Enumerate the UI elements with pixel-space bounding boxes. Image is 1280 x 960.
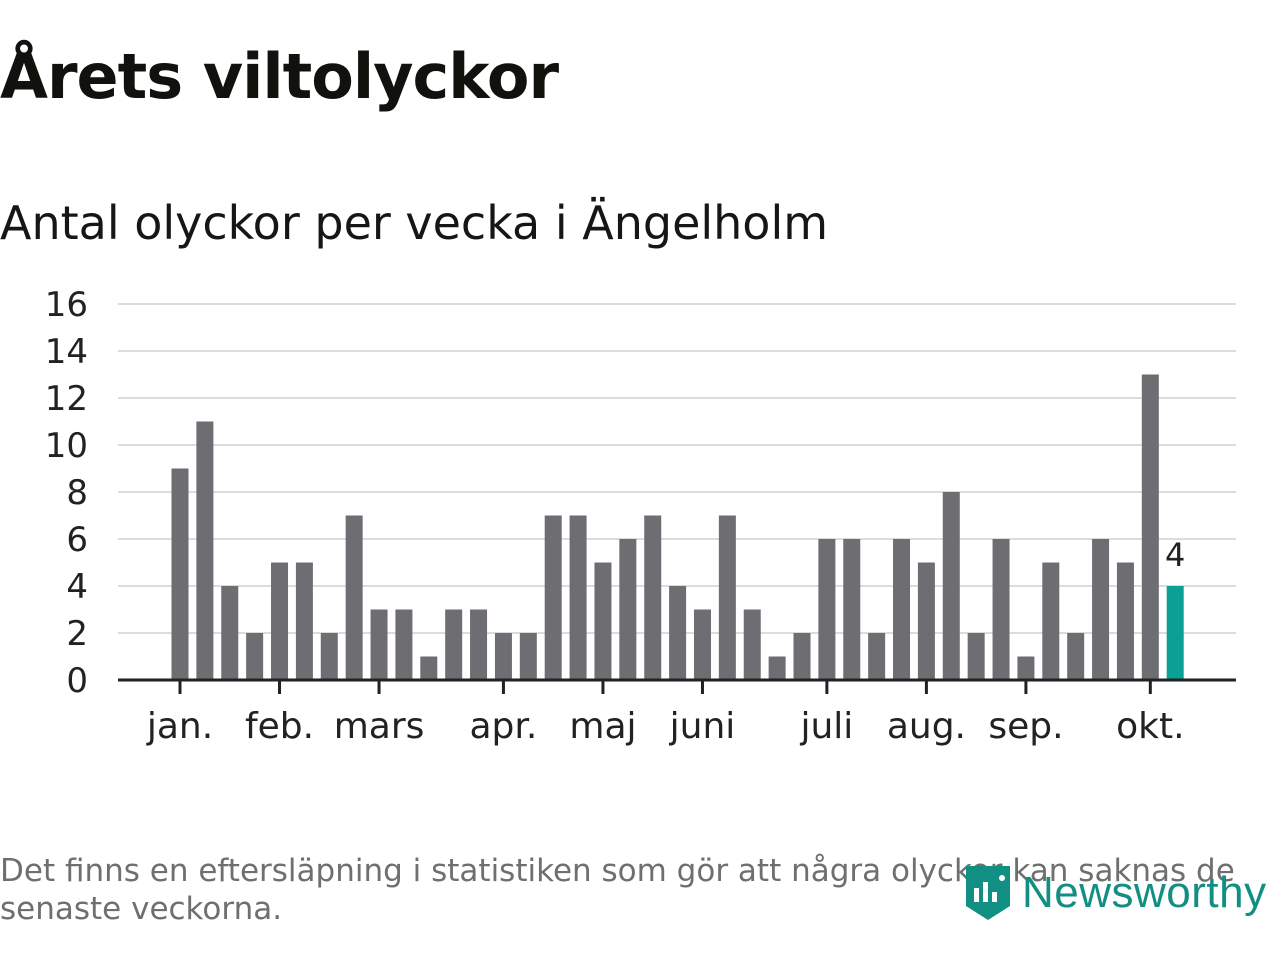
bar — [594, 562, 612, 680]
highlight-data-label: 4 — [1165, 536, 1185, 574]
y-axis-ticks: 0 2 4 6 8 10 12 14 16 — [45, 285, 88, 701]
bar — [843, 539, 861, 680]
bar — [171, 468, 189, 680]
bar — [544, 515, 562, 680]
bar — [494, 633, 512, 680]
bar — [644, 515, 662, 680]
bar — [1116, 562, 1134, 680]
bar — [370, 609, 388, 680]
y-tick-label: 12 — [45, 379, 88, 419]
bar — [619, 539, 637, 680]
y-tick-label: 14 — [45, 332, 88, 372]
bar — [893, 539, 911, 680]
data-labels: 4 — [1165, 536, 1185, 574]
y-tick-label: 8 — [66, 473, 88, 513]
x-tick-label: apr. — [470, 706, 538, 747]
bar — [569, 515, 587, 680]
x-tick-label: maj — [569, 706, 636, 747]
bar — [693, 609, 711, 680]
bar — [1092, 539, 1110, 680]
bar — [917, 562, 935, 680]
chart-title: Årets viltolyckor — [0, 40, 559, 113]
chart-subtitle: Antal olyckor per vecka i Ängelholm — [0, 196, 829, 250]
bar — [295, 562, 313, 680]
bar — [395, 609, 413, 680]
x-tick-label: aug. — [887, 706, 966, 747]
y-tick-label: 0 — [66, 661, 88, 701]
bar — [470, 609, 488, 680]
x-tick-label: okt. — [1116, 706, 1184, 747]
bar — [1042, 562, 1060, 680]
bars — [171, 374, 1184, 680]
newsworthy-icon — [966, 866, 1010, 920]
x-axis: jan. feb. mars apr. maj juni juli aug. sep. okt. — [118, 678, 1236, 747]
bar — [445, 609, 463, 680]
bar — [1166, 586, 1184, 680]
x-tick-label: juli — [799, 706, 853, 747]
bar — [743, 609, 761, 680]
bar — [818, 539, 836, 680]
bar — [1141, 374, 1159, 680]
gridlines — [118, 303, 1236, 634]
bar — [221, 586, 239, 680]
bar — [942, 492, 960, 680]
y-tick-label: 2 — [66, 614, 88, 654]
bar-chart: 0 2 4 6 8 10 12 14 16 jan. feb. mars apr. maj juni jul… — [45, 285, 1236, 747]
bar — [992, 539, 1010, 680]
y-tick-label: 4 — [66, 567, 88, 607]
bar — [967, 633, 985, 680]
bar — [320, 633, 338, 680]
bar — [1017, 656, 1035, 680]
bar — [246, 633, 264, 680]
brand-name: Newsworthy — [1022, 868, 1267, 917]
bar — [768, 656, 786, 680]
x-tick-label: jan. — [146, 706, 213, 747]
bar — [420, 656, 438, 680]
bar — [868, 633, 886, 680]
bar — [196, 421, 214, 680]
x-tick-label: juni — [669, 706, 736, 747]
y-tick-label: 16 — [45, 285, 88, 325]
x-tick-label: sep. — [988, 706, 1063, 747]
bar — [669, 586, 687, 680]
x-tick-label: feb. — [245, 706, 314, 747]
bar — [718, 515, 736, 680]
y-tick-label: 6 — [66, 520, 88, 560]
bar — [345, 515, 363, 680]
footnote: Det finns en eftersläpning i statistiken… — [0, 853, 1235, 927]
newsworthy-logo[interactable]: Newsworthy — [962, 862, 1267, 924]
x-tick-label: mars — [334, 706, 425, 747]
bar — [271, 562, 289, 680]
y-tick-label: 10 — [45, 426, 88, 466]
bar — [1067, 633, 1085, 680]
bar — [519, 633, 537, 680]
bar — [793, 633, 811, 680]
